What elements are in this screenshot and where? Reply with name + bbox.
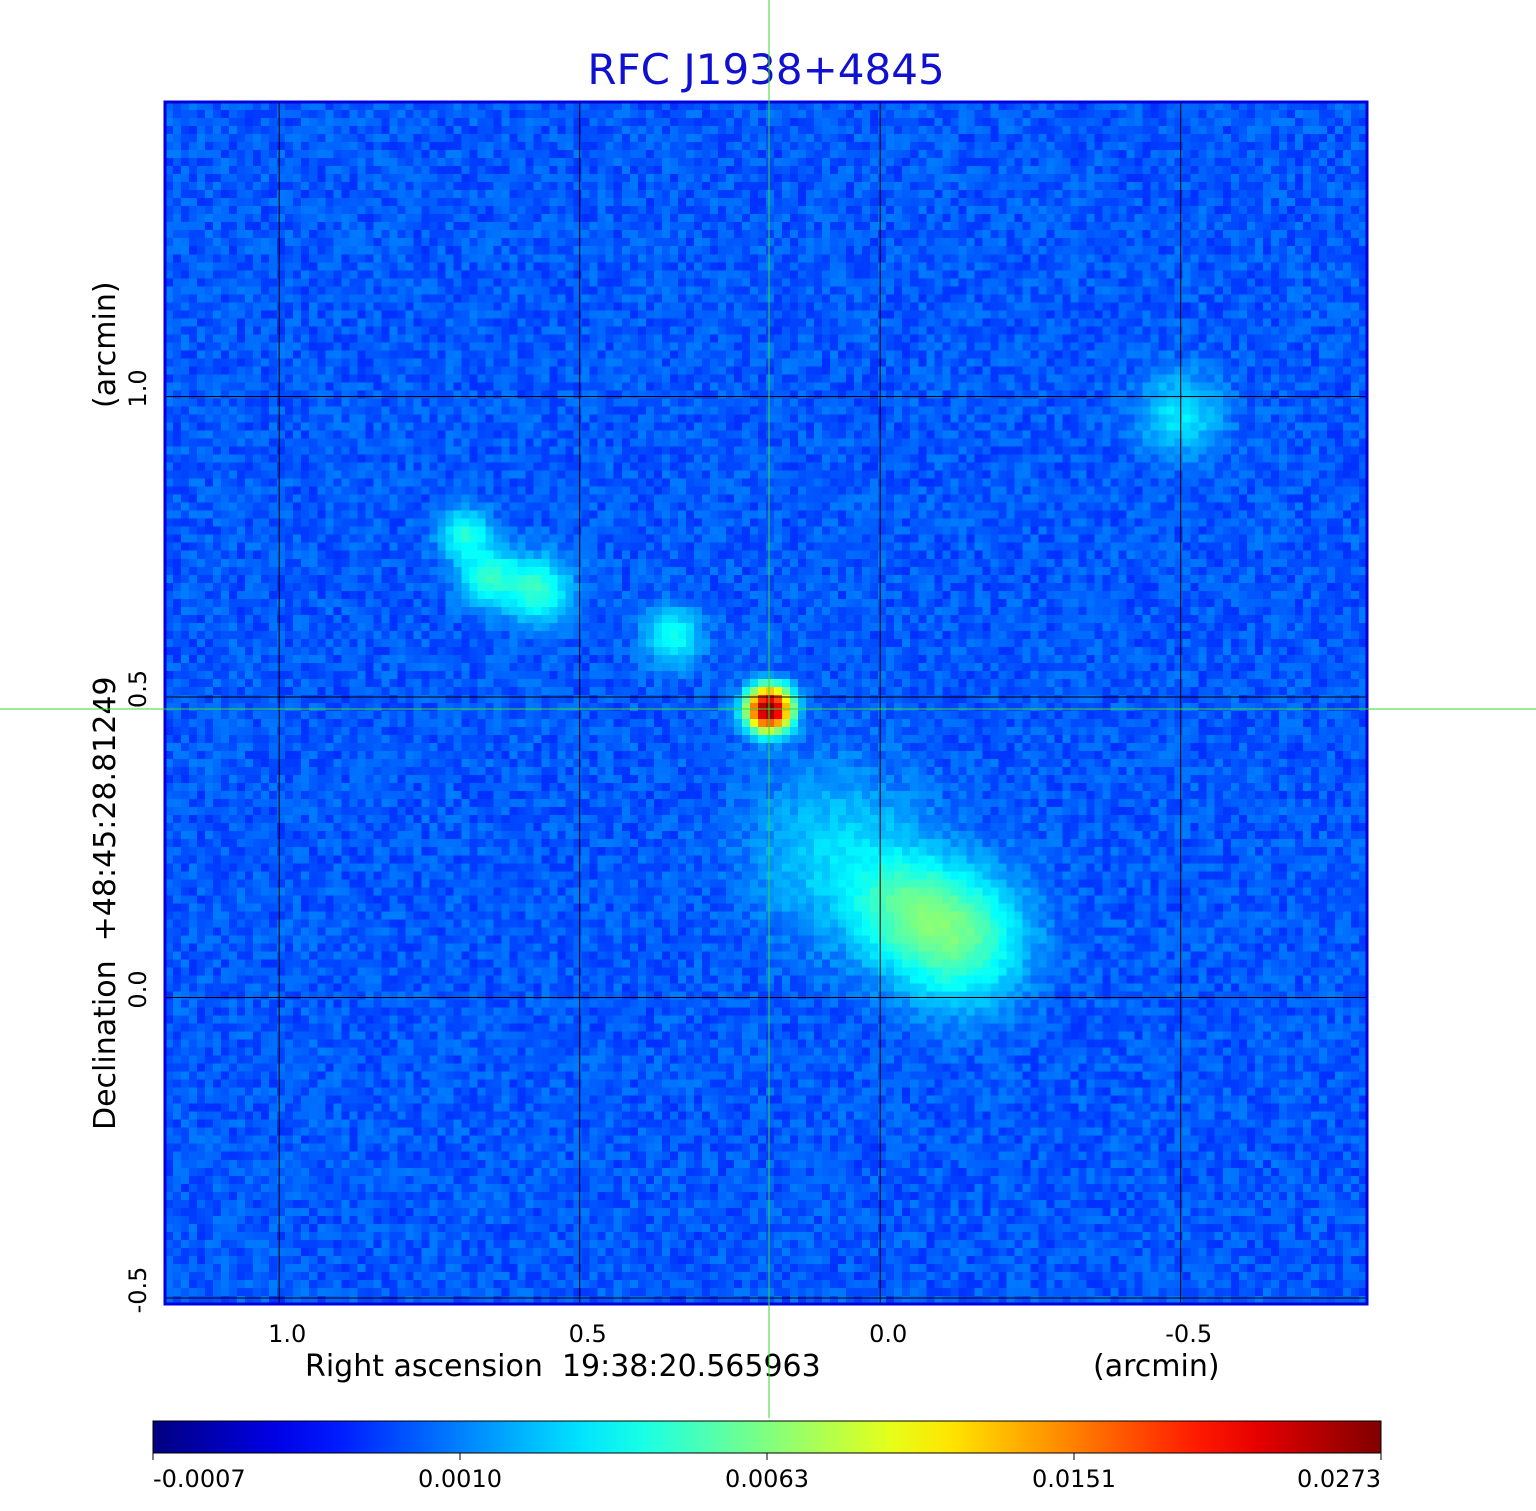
heatmap-raster [165,102,1367,1304]
grid-lines [165,102,1367,1304]
colorbar-tick-label: 0.0063 [725,1465,809,1493]
x-tick-label: 0.0 [869,1320,907,1348]
y-tick-labels: 1.0 0.5 0.0 -0.5 [124,369,152,1313]
colorbar-tick-label: -0.0007 [153,1465,246,1493]
colorbar-tick-label: 0.0151 [1032,1465,1116,1493]
y-axis-unit: (arcmin) [88,281,123,408]
chart-title: RFC J1938+4845 [587,45,944,94]
colorbar-tick-label: 0.0273 [1297,1465,1381,1493]
y-tick-label: 0.0 [124,970,152,1008]
x-tick-labels: 1.0 0.5 0.0 -0.5 [268,1320,1212,1348]
colorbar-tick-labels: -0.0007 0.0010 0.0063 0.0151 0.0273 [152,1453,1382,1493]
crosshair [0,0,1536,1418]
colorbar-tick-label: 0.0010 [418,1465,502,1493]
y-axis-label: Declination +48:45:28.81249 [88,676,123,1130]
x-tick-label: 1.0 [268,1320,306,1348]
x-axis-unit: (arcmin) [1093,1349,1220,1384]
y-tick-label: 0.5 [124,670,152,708]
x-axis-label: Right ascension 19:38:20.565963 [305,1349,821,1384]
x-tick-label: -0.5 [1165,1320,1212,1348]
plot-frame [163,100,1369,1306]
sky-image [165,102,1367,1304]
x-tick-label: 0.5 [569,1320,607,1348]
y-tick-label: 1.0 [124,369,152,407]
colorbar-strip [152,1420,1382,1454]
y-tick-label: -0.5 [124,1267,152,1314]
colorbar: -0.0007 0.0010 0.0063 0.0151 0.0273 [152,1420,1382,1493]
